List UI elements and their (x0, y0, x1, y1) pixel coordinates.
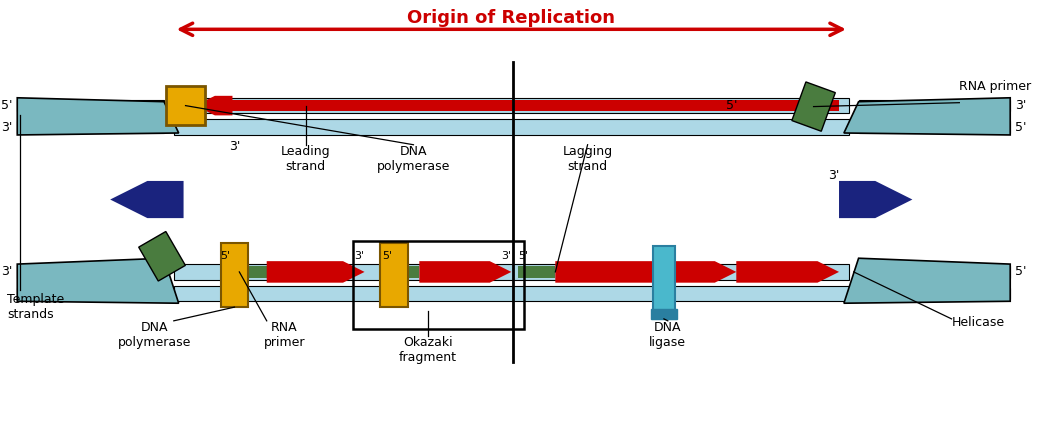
Polygon shape (166, 86, 205, 125)
Polygon shape (195, 96, 233, 115)
Polygon shape (420, 261, 512, 283)
Text: 5': 5' (1015, 265, 1026, 278)
FancyBboxPatch shape (18, 121, 164, 133)
FancyBboxPatch shape (514, 120, 849, 135)
FancyBboxPatch shape (514, 286, 849, 301)
Text: DNA
polymerase: DNA polymerase (377, 145, 450, 173)
Polygon shape (555, 261, 736, 283)
Text: 3': 3' (829, 169, 839, 182)
Polygon shape (111, 181, 184, 218)
Text: 3': 3' (1, 121, 13, 134)
FancyBboxPatch shape (651, 309, 677, 319)
FancyBboxPatch shape (18, 266, 164, 278)
Polygon shape (139, 232, 186, 281)
FancyBboxPatch shape (18, 288, 164, 299)
Text: 3': 3' (229, 140, 240, 153)
FancyBboxPatch shape (858, 100, 1011, 111)
FancyBboxPatch shape (173, 98, 514, 113)
Text: 5': 5' (518, 251, 528, 261)
Text: Lagging
strand: Lagging strand (563, 145, 613, 173)
FancyBboxPatch shape (858, 121, 1011, 133)
FancyBboxPatch shape (173, 264, 514, 280)
FancyBboxPatch shape (18, 100, 164, 111)
Text: 3': 3' (355, 251, 364, 261)
FancyBboxPatch shape (382, 266, 420, 278)
Polygon shape (18, 258, 179, 303)
Text: 5': 5' (220, 251, 231, 261)
Text: 3': 3' (501, 251, 512, 261)
Polygon shape (839, 181, 912, 218)
FancyBboxPatch shape (858, 266, 1011, 278)
Polygon shape (844, 258, 1011, 303)
FancyBboxPatch shape (514, 98, 849, 113)
FancyBboxPatch shape (380, 242, 407, 307)
Text: DNA
ligase: DNA ligase (649, 321, 686, 349)
Text: DNA
polymerase: DNA polymerase (118, 321, 191, 349)
Polygon shape (791, 82, 835, 131)
FancyBboxPatch shape (173, 286, 514, 301)
Polygon shape (736, 261, 839, 283)
Text: RNA
primer: RNA primer (263, 321, 305, 349)
FancyBboxPatch shape (220, 242, 248, 307)
FancyBboxPatch shape (858, 288, 1011, 299)
Text: 5': 5' (1015, 121, 1026, 134)
FancyBboxPatch shape (514, 264, 849, 280)
FancyBboxPatch shape (204, 100, 839, 111)
Text: 5': 5' (382, 251, 393, 261)
FancyBboxPatch shape (228, 266, 266, 278)
FancyBboxPatch shape (654, 246, 674, 319)
Text: Helicase: Helicase (951, 316, 1004, 329)
FancyBboxPatch shape (518, 266, 555, 278)
Text: 3': 3' (1015, 99, 1026, 112)
Polygon shape (18, 98, 179, 135)
Text: 3': 3' (1, 265, 13, 278)
Text: Origin of Replication: Origin of Replication (407, 10, 615, 27)
Text: Template
strands: Template strands (7, 294, 65, 321)
Text: 5': 5' (1, 99, 13, 112)
Text: Leading
strand: Leading strand (281, 145, 331, 173)
Text: Okazaki
fragment: Okazaki fragment (399, 336, 457, 364)
Text: RNA primer: RNA primer (959, 80, 1031, 93)
FancyBboxPatch shape (173, 120, 514, 135)
Polygon shape (844, 98, 1011, 135)
Text: 5': 5' (726, 99, 737, 112)
Polygon shape (266, 261, 364, 283)
